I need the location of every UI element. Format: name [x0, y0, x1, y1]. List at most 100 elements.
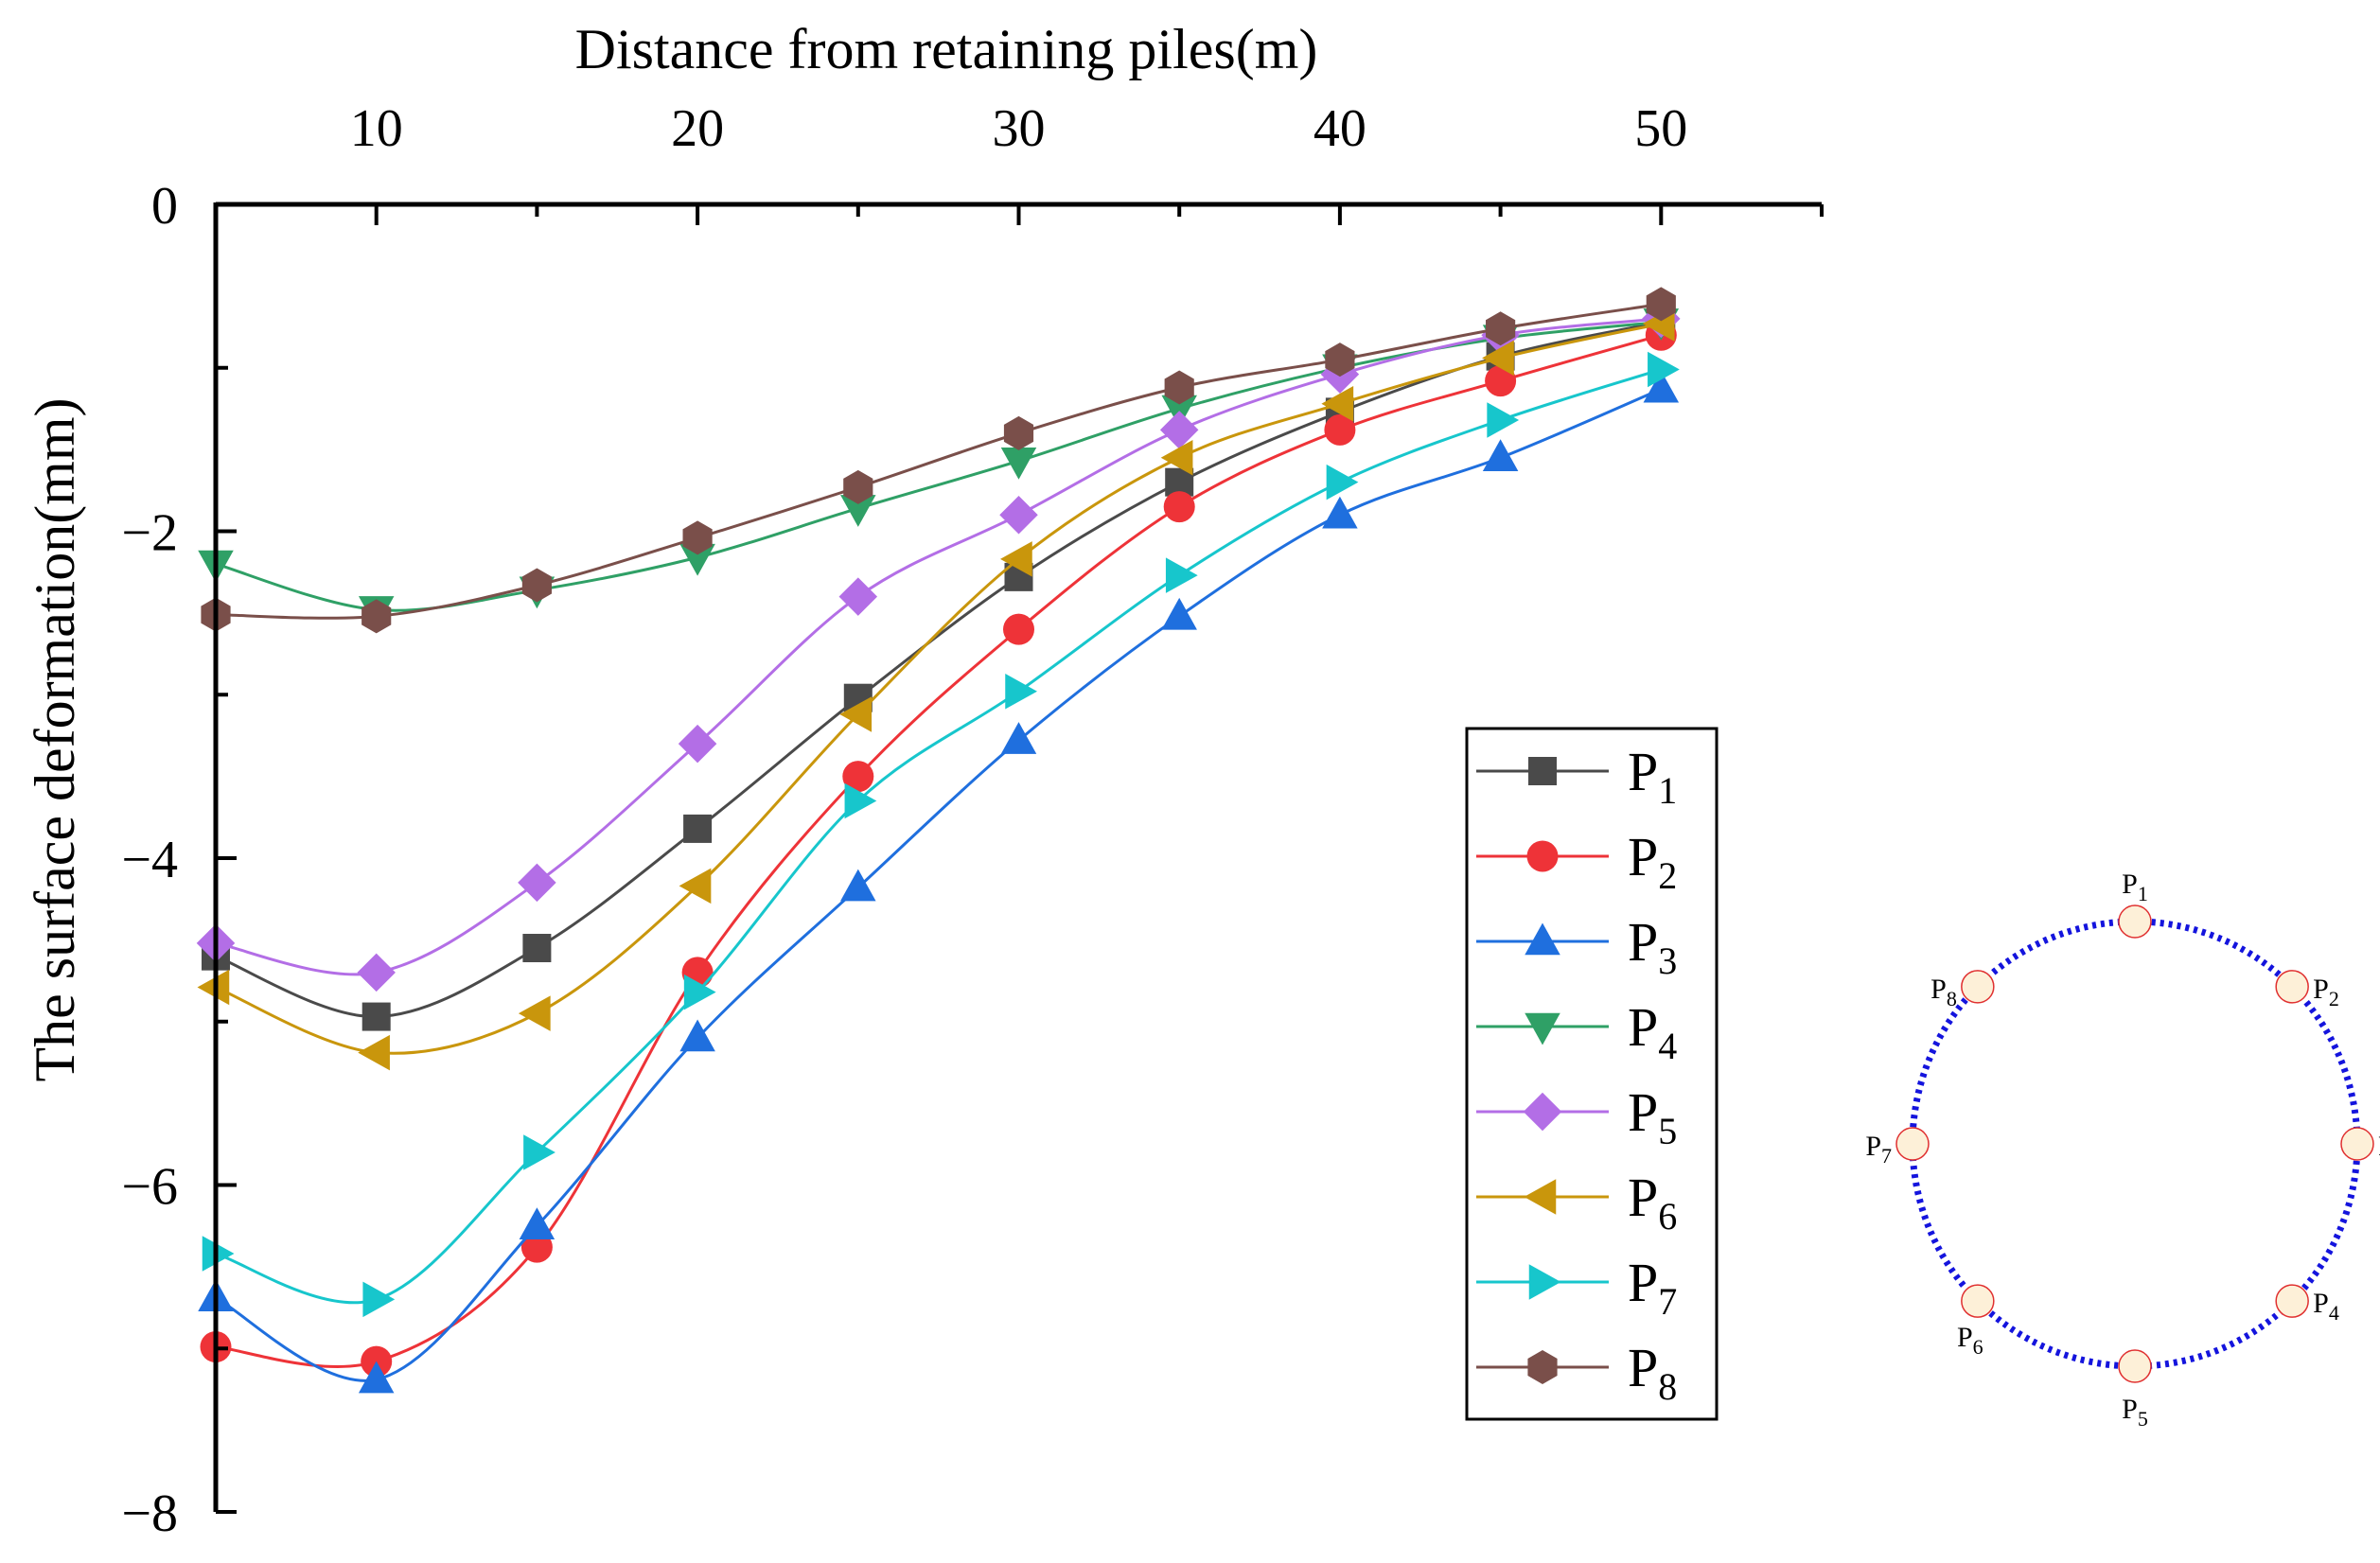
x-tick-label: 10 [350, 99, 403, 158]
series-P3 [198, 370, 1680, 1394]
data-point [362, 1281, 396, 1318]
data-point [202, 1236, 235, 1272]
y-tick-label: −8 [121, 1484, 178, 1543]
data-point [1163, 491, 1195, 523]
legend-label-subscript: 6 [1658, 1195, 1677, 1238]
monitoring-point-marker [2118, 904, 2152, 939]
data-point [838, 577, 878, 616]
x-tick-label: 50 [1634, 99, 1687, 158]
legend-swatch-marker [1527, 1350, 1558, 1384]
legend-swatch-marker [1528, 757, 1557, 785]
monitoring-point-label-subscript: 2 [2329, 987, 2339, 1010]
series-layer [196, 287, 1681, 1394]
monitoring-point-marker [2118, 1349, 2152, 1383]
data-point [683, 814, 713, 843]
legend-label-subscript: 8 [1658, 1365, 1677, 1408]
monitoring-point-marker [1961, 970, 1995, 1004]
legend-swatch-marker [1526, 840, 1559, 872]
legend-box [1465, 727, 1719, 1421]
series-line [215, 302, 1662, 620]
x-tick-label: 40 [1313, 99, 1366, 158]
series-line [215, 320, 1662, 1019]
series-line [215, 320, 1662, 612]
monitoring-point: P2 [2275, 970, 2339, 1010]
data-point [361, 1002, 391, 1031]
monitoring-point-label: P1 [2122, 869, 2148, 905]
data-point [842, 761, 874, 793]
data-point [1000, 541, 1032, 577]
data-point [1482, 340, 1514, 377]
data-point [518, 863, 556, 903]
legend-swatch-marker [1523, 1092, 1562, 1132]
monitoring-point: P3 [2340, 1127, 2380, 1168]
series-P6 [197, 306, 1675, 1071]
monitoring-point-label-subscript: 5 [2138, 1407, 2148, 1431]
data-point [1487, 402, 1520, 438]
legend-item: P5 [1476, 1081, 1677, 1152]
monitoring-point-label: P2 [2313, 974, 2339, 1010]
data-point [999, 495, 1038, 535]
monitoring-point-marker [2340, 1127, 2374, 1161]
monitoring-point: P7 [1865, 1127, 1930, 1168]
legend-label-subscript: 3 [1658, 940, 1677, 982]
data-point [679, 1019, 715, 1052]
monitoring-point-label-subscript: 8 [1947, 987, 1957, 1010]
legend-swatch-marker [1525, 1012, 1560, 1045]
series-P7 [202, 351, 1680, 1318]
y-axis-title: The surface deformation(mm) [24, 397, 86, 1081]
data-point [1485, 365, 1517, 397]
data-point [843, 469, 873, 504]
data-point [519, 1207, 555, 1239]
series-line [215, 387, 1662, 1382]
monitoring-point: P8 [1930, 970, 1995, 1010]
y-tick-label: −2 [121, 504, 178, 563]
monitoring-point-marker [1961, 1284, 1995, 1318]
data-point [1003, 613, 1034, 645]
data-point [1159, 411, 1199, 449]
monitoring-point-label: P7 [1865, 1131, 1892, 1168]
legend-label-subscript: 4 [1658, 1025, 1677, 1067]
data-point [1322, 496, 1358, 529]
data-point [682, 520, 713, 555]
monitoring-point-marker [2275, 1284, 2309, 1318]
data-point [1005, 674, 1037, 710]
series-line [215, 322, 1662, 1055]
monitoring-point-label: P4 [2313, 1288, 2339, 1325]
data-point [679, 868, 712, 904]
data-point [1324, 413, 1356, 446]
legend-label-subscript: 5 [1658, 1110, 1677, 1152]
legend-label-subscript: 7 [1658, 1280, 1677, 1323]
data-point [358, 1361, 395, 1394]
series-P5 [196, 299, 1681, 992]
data-point [1482, 439, 1519, 472]
data-point [840, 495, 876, 527]
data-point [1646, 287, 1676, 322]
monitoring-point-marker [2275, 970, 2309, 1004]
data-point [1648, 351, 1680, 388]
x-tick-label: 30 [993, 99, 1046, 158]
data-point [679, 543, 715, 576]
data-point [358, 1034, 390, 1071]
data-point [521, 568, 552, 603]
series-P1 [202, 307, 1676, 1031]
legend-label-subscript: 2 [1658, 854, 1677, 897]
monitoring-point-marker [1895, 1127, 1930, 1161]
y-tick-label: −6 [121, 1158, 178, 1217]
data-point [840, 869, 876, 902]
monitoring-point: P1 [2118, 869, 2152, 939]
legend-label-subscript: 1 [1658, 769, 1677, 812]
data-point [1321, 386, 1354, 422]
monitoring-point-label-subscript: 6 [1973, 1335, 1983, 1359]
data-point [1160, 440, 1193, 476]
legend-swatch-marker [1525, 922, 1560, 956]
monitoring-point: P6 [1957, 1284, 1995, 1359]
data-point [518, 995, 551, 1031]
monitoring-point-label: P5 [2122, 1394, 2148, 1431]
axes-layer: 10 20 30 40 50 0 −2 −4 −6 −8 [121, 99, 1824, 1543]
data-point [683, 974, 716, 1010]
y-tick-label: −4 [121, 831, 178, 889]
legend-label: P2 [1628, 826, 1677, 897]
data-point [1326, 464, 1359, 501]
